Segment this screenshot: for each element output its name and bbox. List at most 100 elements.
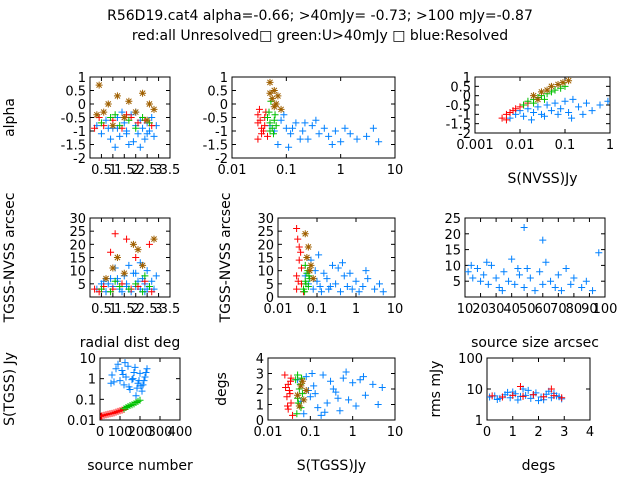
data-point-blue bbox=[110, 378, 118, 386]
data-point-blue bbox=[143, 130, 151, 138]
data-point-blue bbox=[131, 363, 139, 371]
data-point-red bbox=[260, 127, 268, 135]
y-tick-label: 3 bbox=[256, 368, 264, 383]
y-tick-label: 20 bbox=[444, 228, 461, 243]
data-point-green bbox=[107, 114, 115, 121]
data-point-blue bbox=[369, 124, 377, 132]
data-point-blue bbox=[495, 284, 503, 292]
data-point-green bbox=[295, 385, 303, 393]
x-tick-label: 10 bbox=[387, 163, 404, 178]
x-axis-label: source number bbox=[87, 458, 193, 474]
y-tick-label: 0 bbox=[256, 414, 264, 429]
x-axis-label: radial dist deg bbox=[80, 335, 180, 351]
data-point-olive bbox=[298, 377, 306, 385]
data-point-red bbox=[516, 103, 524, 111]
x-tick-label: 0 bbox=[483, 425, 491, 440]
data-point-blue bbox=[125, 261, 133, 269]
data-point-blue bbox=[132, 392, 140, 400]
data-point-green bbox=[540, 95, 548, 103]
y-tick-label: 10 bbox=[69, 265, 86, 280]
data-point-green bbox=[139, 288, 147, 296]
data-point-blue bbox=[134, 130, 142, 138]
y-tick-label: 25 bbox=[69, 225, 86, 240]
data-point-blue bbox=[116, 132, 124, 140]
data-point-blue bbox=[341, 124, 349, 132]
data-point-blue bbox=[542, 258, 550, 266]
data-point-blue bbox=[308, 370, 316, 377]
data-point-green bbox=[272, 122, 280, 130]
data-point-red bbox=[254, 135, 262, 143]
data-point-blue bbox=[102, 116, 110, 124]
x-tick-label: 70 bbox=[550, 302, 567, 317]
data-point-red bbox=[540, 393, 548, 401]
data-point-blue bbox=[487, 261, 495, 269]
data-point-green bbox=[263, 114, 271, 121]
data-point-green bbox=[266, 127, 274, 135]
data-point-olive bbox=[530, 92, 538, 100]
data-point-blue bbox=[338, 259, 346, 267]
data-point-blue bbox=[371, 285, 379, 293]
data-point-blue bbox=[568, 114, 576, 122]
data-point-blue bbox=[309, 285, 317, 293]
data-point-olive bbox=[139, 261, 147, 269]
data-point-olive bbox=[295, 402, 303, 410]
data-point-blue bbox=[143, 267, 151, 275]
x-axis-label: source size arcsec bbox=[471, 335, 599, 351]
data-point-blue bbox=[505, 277, 513, 285]
data-point-blue bbox=[535, 397, 542, 405]
data-point-red bbox=[256, 116, 264, 124]
data-point-red bbox=[293, 285, 301, 293]
data-point-blue bbox=[336, 288, 344, 296]
markers bbox=[91, 230, 160, 296]
data-point-blue bbox=[97, 130, 105, 138]
y-axis-label: degs bbox=[214, 372, 230, 406]
x-tick-label: 3 bbox=[560, 425, 568, 440]
data-point-red bbox=[148, 288, 156, 296]
data-point-red bbox=[100, 412, 105, 420]
x-tick-label: 200 bbox=[128, 425, 153, 440]
data-point-red bbox=[550, 392, 558, 400]
data-point-blue bbox=[304, 135, 312, 143]
data-point-blue bbox=[312, 116, 320, 124]
data-point-green bbox=[292, 376, 300, 384]
data-point-red bbox=[286, 377, 294, 385]
data-point-blue bbox=[125, 141, 133, 148]
x-tick-label: 60 bbox=[535, 302, 552, 317]
data-point-blue bbox=[112, 365, 120, 373]
data-point-red bbox=[281, 371, 289, 379]
data-point-blue bbox=[323, 399, 331, 407]
data-point-blue bbox=[537, 110, 545, 118]
data-point-green bbox=[266, 119, 274, 127]
data-point-blue bbox=[547, 107, 555, 115]
data-point-red bbox=[547, 385, 555, 393]
data-point-green bbox=[116, 122, 124, 130]
data-point-olive bbox=[307, 261, 315, 269]
data-point-blue bbox=[534, 103, 542, 111]
data-point-green bbox=[293, 410, 301, 418]
data-point-green bbox=[116, 282, 124, 290]
markers bbox=[91, 81, 160, 151]
data-point-blue bbox=[526, 274, 534, 282]
x-tick-label: 300 bbox=[148, 425, 173, 440]
y-tick-label: 2 bbox=[256, 383, 264, 398]
y-tick-label: 15 bbox=[257, 252, 274, 267]
data-point-blue bbox=[375, 280, 383, 288]
x-tick-label: 0.01 bbox=[218, 163, 247, 178]
data-point-blue bbox=[313, 277, 321, 285]
data-point-blue bbox=[136, 369, 144, 377]
data-point-blue bbox=[346, 269, 354, 277]
data-point-green bbox=[294, 371, 302, 379]
data-point-blue bbox=[317, 288, 325, 296]
x-tick-label: 0.5 bbox=[91, 302, 112, 317]
data-point-red bbox=[297, 264, 305, 272]
data-point-blue bbox=[565, 108, 573, 116]
data-point-blue bbox=[345, 396, 353, 404]
panel-frame bbox=[277, 217, 396, 298]
x-tick-label: 100 bbox=[593, 302, 618, 317]
data-point-blue bbox=[285, 143, 293, 151]
data-point-blue bbox=[129, 138, 137, 146]
data-point-blue bbox=[339, 374, 347, 382]
markers bbox=[498, 77, 610, 124]
